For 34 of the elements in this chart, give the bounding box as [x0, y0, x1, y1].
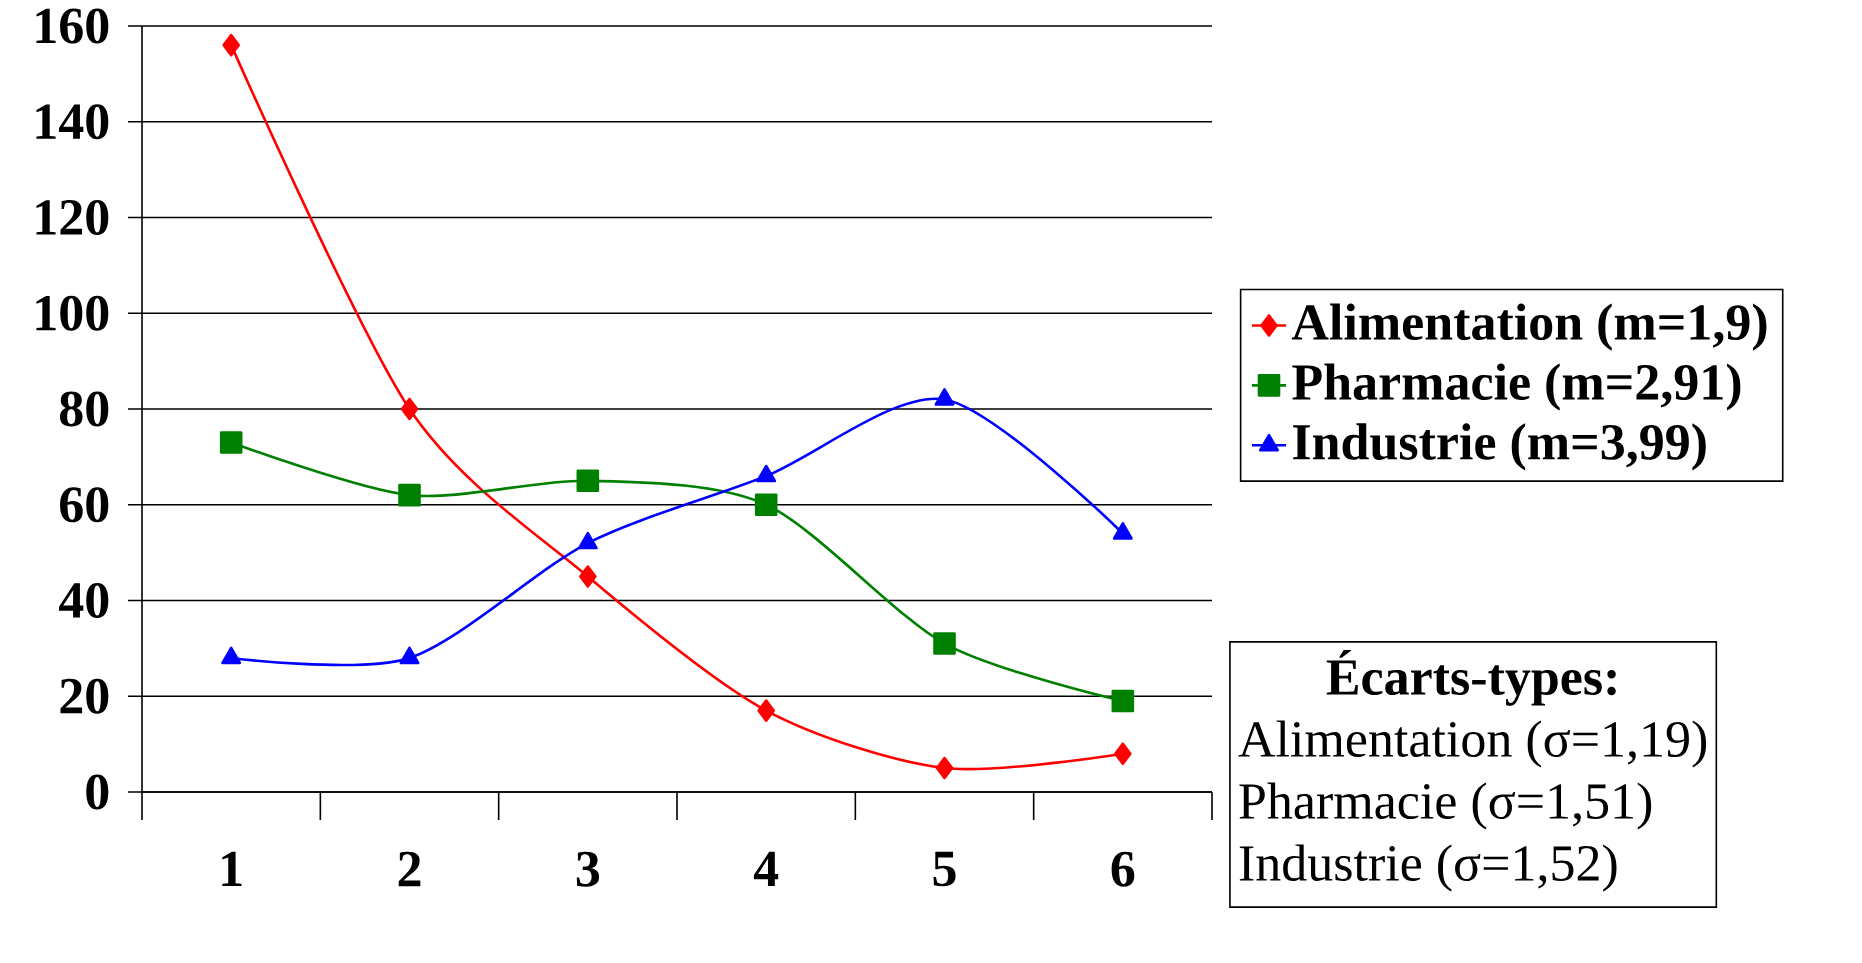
point — [579, 565, 597, 588]
x-tick-label: 1 — [222, 851, 242, 887]
point — [576, 469, 600, 493]
y-tick-label: 20 — [60, 678, 109, 714]
point — [400, 397, 419, 421]
point — [398, 483, 421, 507]
x-tick-label: 4 — [753, 851, 779, 886]
point — [219, 431, 243, 454]
text: Écarts-types: — [1326, 649, 1616, 706]
y-tick-label: 140 — [36, 104, 109, 140]
point — [757, 699, 775, 722]
y-tick-label: 40 — [59, 582, 109, 619]
point — [933, 632, 956, 655]
y-tick-label: 80 — [60, 391, 109, 427]
legend-label: Pharmacie (m=2,91) — [1292, 363, 1741, 411]
x-tick-label: 3 — [576, 851, 600, 887]
legend-label: Industrie (m=3,99) — [1293, 423, 1706, 471]
legend-label: Alimentation (m=1,9) — [1291, 303, 1767, 351]
y-tick-label: 160 — [36, 8, 109, 44]
point — [1114, 742, 1132, 765]
text: Pharmacie (σ=1,51) — [1239, 782, 1652, 830]
point — [754, 493, 778, 517]
y-tick-label: 0 — [86, 774, 109, 810]
y-tick-label: 60 — [60, 487, 109, 523]
point — [935, 756, 954, 780]
x-tick-label: 6 — [1111, 851, 1135, 887]
text: Industrie (σ=1,52) — [1239, 844, 1617, 892]
y-tick-label: 120 — [36, 199, 109, 236]
point — [222, 33, 240, 57]
point — [1111, 689, 1135, 713]
x-tick-label: 2 — [398, 851, 421, 887]
x-tick-label: 5 — [933, 851, 956, 887]
text: Alimentation (σ=1,19) — [1238, 720, 1707, 768]
y-tick-label: 100 — [36, 295, 109, 331]
